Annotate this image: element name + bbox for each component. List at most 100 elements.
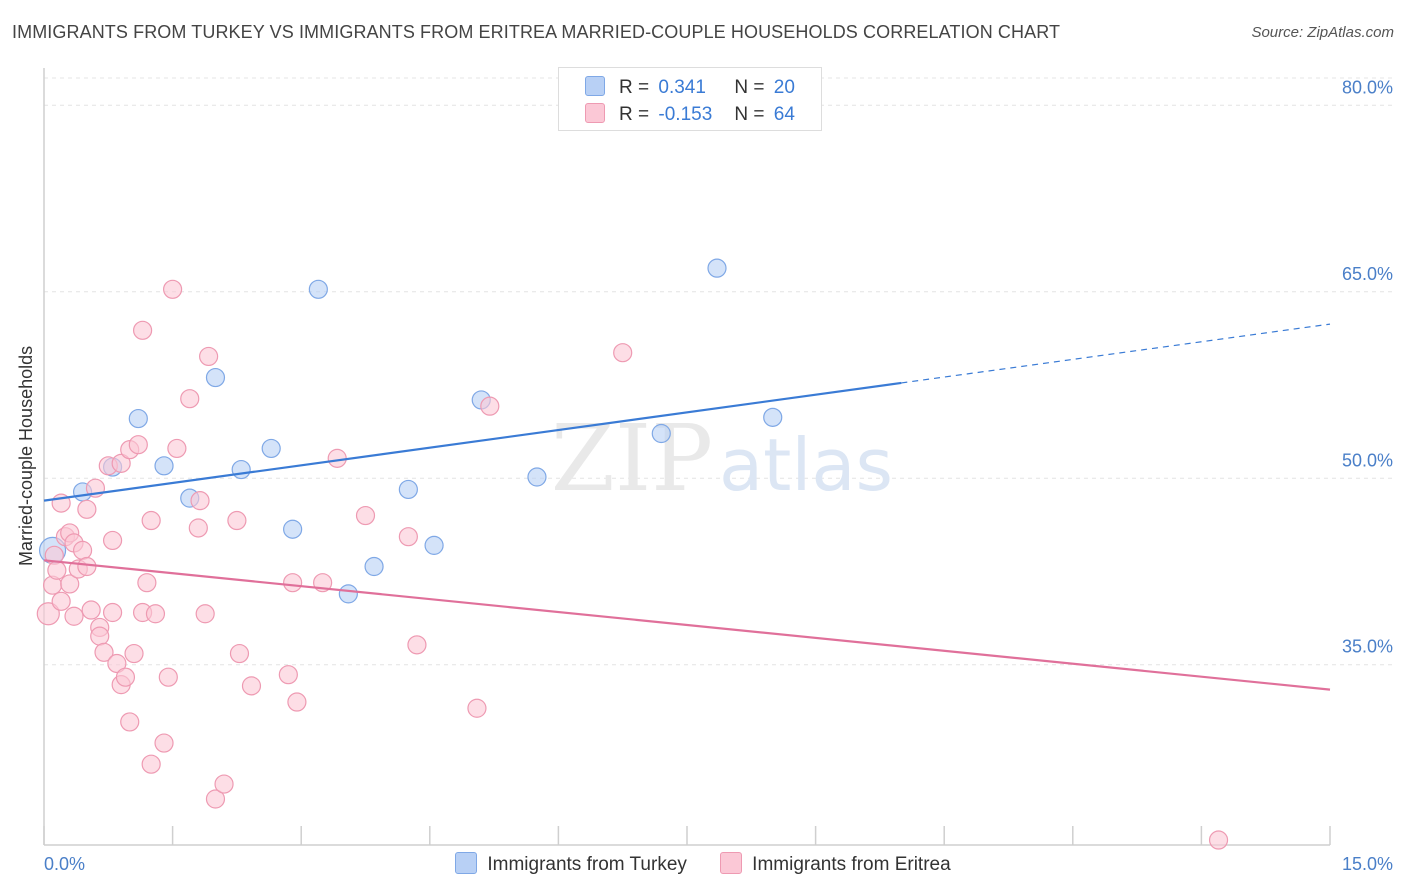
point-eritrea [480, 396, 500, 416]
x-tick-labels: 0.0% 15.0% [44, 854, 1393, 874]
point-eritrea [47, 560, 67, 580]
point-eritrea [227, 510, 247, 531]
point-eritrea [120, 712, 140, 732]
point-eritrea [94, 642, 114, 662]
point-eritrea [77, 499, 97, 519]
point-eritrea [102, 602, 123, 623]
point-eritrea [229, 643, 250, 664]
gridlines [44, 77, 1392, 666]
point-eritrea [467, 698, 487, 718]
point-turkey [128, 408, 148, 429]
point-eritrea [283, 573, 303, 593]
watermark-zip: ZIP [551, 405, 713, 512]
point-eritrea [81, 600, 101, 620]
trend-lines [43, 323, 1331, 691]
trend-line-turkey-extension [901, 323, 1331, 384]
series-legend-label-eritrea: Immigrants from Eritrea [752, 854, 951, 875]
point-eritrea [132, 320, 153, 340]
point-eritrea [72, 540, 93, 560]
point-eritrea [145, 604, 166, 624]
series-legend: Immigrants from Turkey Immigrants from E… [0, 852, 1406, 876]
point-eritrea [214, 774, 234, 794]
series-legend-item-eritrea[interactable]: Immigrants from Eritrea [720, 852, 951, 876]
legend-row-turkey: R = 0.341 N = 20 [585, 76, 795, 100]
point-eritrea [190, 491, 210, 511]
point-eritrea [327, 448, 347, 468]
legend-n-value-turkey: 20 [773, 77, 795, 98]
trend-line-turkey [43, 381, 902, 502]
point-eritrea [77, 556, 97, 577]
point-turkey [205, 367, 226, 388]
series-legend-swatch-turkey [455, 852, 478, 874]
point-eritrea [398, 527, 418, 547]
point-eritrea [115, 667, 136, 687]
point-turkey [707, 258, 727, 278]
point-eritrea [1208, 830, 1229, 850]
chart-title: IMMIGRANTS FROM TURKEY VS IMMIGRANTS FRO… [12, 22, 1061, 42]
legend-swatch-turkey [585, 76, 605, 96]
x-ticks [43, 826, 1331, 845]
y-tick-label: 50.0% [1342, 450, 1393, 470]
point-turkey [651, 423, 671, 444]
point-eritrea [407, 635, 427, 655]
point-turkey [424, 535, 444, 555]
point-eritrea [107, 653, 127, 674]
point-eritrea [141, 754, 161, 774]
y-tick-labels: 35.0% 50.0% 65.0% 80.0% [1342, 77, 1393, 656]
point-turkey [308, 279, 328, 299]
y-axis-label: Married-couple Households [16, 345, 36, 566]
point-eritrea [278, 665, 298, 685]
point-turkey [154, 456, 174, 476]
point-eritrea [241, 676, 262, 696]
legend-r-label: R = [619, 77, 650, 98]
legend-n-label: N = [734, 77, 765, 98]
point-eritrea [51, 591, 71, 611]
point-eritrea [205, 789, 226, 809]
point-eritrea [195, 604, 215, 624]
point-eritrea [64, 606, 84, 626]
point-eritrea [128, 435, 148, 455]
legend-n-value-eritrea: 64 [773, 104, 795, 125]
legend-n-label: N = [734, 104, 765, 125]
legend-r-label: R = [619, 104, 650, 125]
trend-line-eritrea [43, 559, 1331, 691]
x-tick-label: 0.0% [44, 854, 85, 874]
chart-source: Source: ZipAtlas.com [1251, 24, 1394, 41]
y-tick-label: 35.0% [1342, 637, 1393, 657]
data-points [36, 258, 1229, 850]
series-legend-swatch-eritrea [720, 852, 743, 874]
point-eritrea [163, 279, 183, 299]
point-eritrea [167, 438, 187, 459]
point-eritrea [36, 602, 60, 626]
point-turkey [283, 519, 303, 539]
legend-row-eritrea: R = -0.153 N = 64 [585, 103, 795, 127]
point-eritrea [158, 667, 178, 687]
point-turkey [527, 467, 547, 487]
watermark: ZIP atlas [551, 405, 893, 512]
point-eritrea [124, 643, 144, 664]
point-eritrea [141, 510, 161, 531]
legend-r-value-turkey: 0.341 [658, 77, 706, 98]
point-eritrea [287, 692, 307, 712]
point-eritrea [180, 389, 200, 409]
legend-r-value-eritrea: -0.153 [658, 104, 713, 125]
series-legend-item-turkey[interactable]: Immigrants from Turkey [455, 852, 687, 876]
point-eritrea [355, 505, 376, 526]
point-turkey [261, 438, 281, 459]
point-turkey [398, 479, 418, 500]
point-eritrea [137, 573, 157, 593]
point-turkey [231, 459, 251, 480]
point-eritrea [111, 453, 131, 473]
y-tick-label: 65.0% [1342, 264, 1393, 284]
stats-legend: R = 0.341 N = 20 R = -0.153 N = 64 [558, 67, 822, 131]
x-tick-label: 15.0% [1342, 854, 1393, 874]
y-tick-label: 80.0% [1342, 77, 1393, 97]
point-eritrea [90, 626, 110, 646]
point-turkey [763, 407, 783, 427]
point-eritrea [154, 733, 174, 753]
legend-swatch-eritrea [585, 103, 605, 123]
point-eritrea [613, 343, 633, 363]
series-legend-label-turkey: Immigrants from Turkey [487, 854, 687, 875]
point-eritrea [60, 574, 80, 594]
